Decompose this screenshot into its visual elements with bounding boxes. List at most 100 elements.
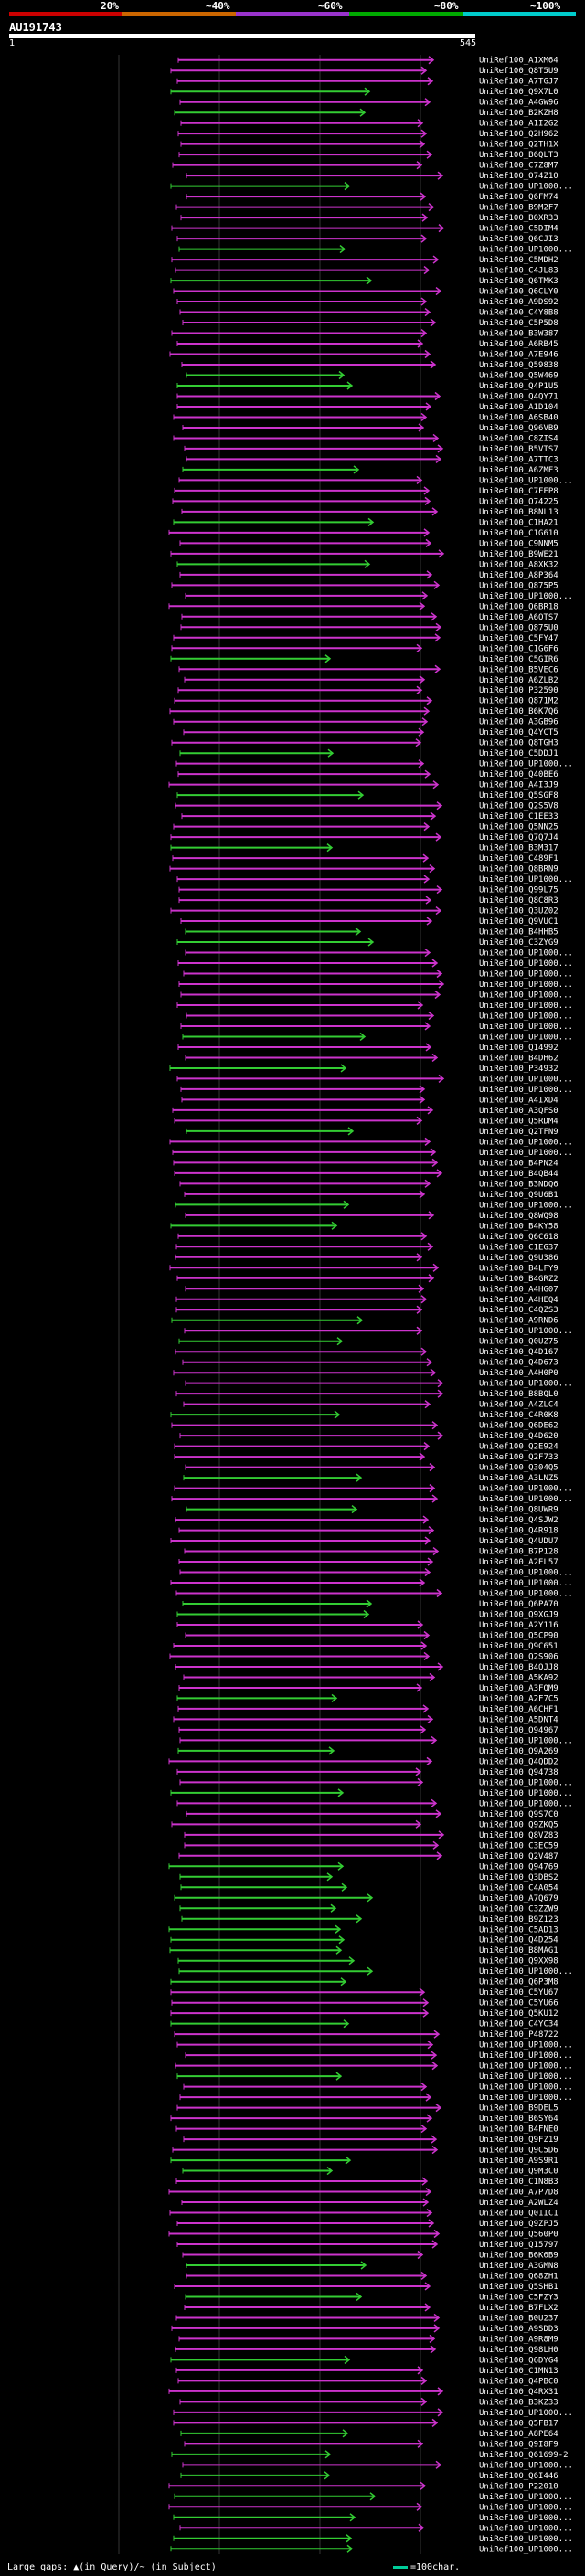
hit-label: UniRef100_B4HHB5 (479, 928, 558, 938)
hit-label: UniRef100_Q4RX31 (479, 2388, 558, 2397)
hit-arrow (420, 2125, 428, 2134)
hit-label: UniRef100_Q2V487 (479, 1852, 558, 1861)
hit-arrow (424, 2303, 431, 2312)
hit-arrow (330, 1903, 337, 1913)
hit-label: UniRef100_O74Z10 (479, 172, 558, 181)
hit-arrow (429, 1672, 436, 1682)
hit-label: UniRef100_UP1000... (479, 1380, 573, 1389)
hit-label: UniRef100_Q875P5 (479, 581, 558, 590)
hit-arrow (433, 580, 441, 589)
hit-row: UniRef100_A9R8M9 (178, 2334, 558, 2344)
hit-row: UniRef100_Q9S7C0 (186, 1809, 558, 1819)
hit-label: UniRef100_C1G6F6 (479, 644, 558, 653)
hit-label: UniRef100_Q6CLY0 (479, 288, 558, 297)
hit-arrow (366, 1599, 373, 1608)
hit-row: UniRef100_C5FY47 (173, 633, 558, 643)
hit-label: UniRef100_UP1000... (479, 2409, 573, 2418)
hit-label: UniRef100_UP1000... (479, 1799, 573, 1808)
hit-arrow (416, 1305, 423, 1314)
hit-row: UniRef100_UP1000... (174, 2492, 573, 2502)
hit-arrow (438, 224, 445, 233)
hit-label: UniRef100_B4LFY9 (479, 1264, 558, 1273)
hit-arrow (420, 1725, 427, 1734)
hit-row: UniRef100_Q5SHB1 (174, 2282, 558, 2292)
hit-label: UniRef100_UP1000... (479, 476, 573, 485)
hit-label: UniRef100_Q6TMK3 (479, 277, 558, 286)
hit-arrow (417, 2366, 424, 2375)
hit-arrow (331, 1221, 338, 1230)
hit-row: UniRef100_A4IXD4 (181, 1095, 558, 1105)
hit-row: UniRef100_A5KA92 (183, 1672, 558, 1682)
hit-label: UniRef100_UP1000... (479, 981, 573, 990)
hit-label: UniRef100_B6QLT3 (479, 151, 558, 160)
hit-label: UniRef100_UP1000... (479, 1086, 573, 1095)
hit-row: UniRef100_B6K6B9 (182, 2250, 558, 2260)
hit-label: UniRef100_B8BQL0 (479, 1390, 558, 1399)
hit-label: UniRef100_UP1000... (479, 1736, 573, 1745)
hit-row: UniRef100_UP1000... (179, 2093, 573, 2103)
hit-row: UniRef100_Q4RX31 (168, 2387, 558, 2397)
hit-arrow (415, 738, 422, 747)
hit-arrow (343, 1200, 350, 1209)
hit-row: UniRef100_UP1000... (176, 2072, 573, 2082)
hit-label: UniRef100_Q9C651 (479, 1642, 558, 1651)
hit-row: UniRef100_A9S9R1 (170, 2156, 558, 2166)
hit-row: UniRef100_C3ZYG9 (176, 938, 558, 948)
hit-row: UniRef100_P22010 (168, 2481, 558, 2491)
hit-label: UniRef100_UP1000... (479, 2072, 573, 2082)
hit-label: UniRef100_A4H0P0 (479, 1369, 558, 1378)
hit-row: UniRef100_Q4YCT5 (183, 727, 558, 737)
hit-arrow (435, 2460, 442, 2469)
hit-row: UniRef100_Q96VB9 (182, 423, 558, 433)
hit-arrow (433, 2030, 441, 2039)
hit-row: UniRef100_Q4QY71 (176, 391, 558, 401)
hit-label: UniRef100_C1MN13 (479, 2367, 558, 2376)
legend-seg-cyan (463, 12, 576, 16)
hit-arrow (416, 643, 423, 652)
hit-row: UniRef100_UP1000... (176, 1001, 573, 1011)
hit-row: UniRef100_Q9I8F9 (184, 2439, 558, 2449)
hit-label: UniRef100_B4DH62 (479, 1054, 558, 1063)
hit-arrow (426, 696, 433, 705)
hit-arrow (335, 1924, 342, 1934)
hit-row: UniRef100_C1G610 (168, 528, 558, 538)
hit-arrow (430, 811, 437, 821)
hit-label: UniRef100_B9WE21 (479, 550, 558, 559)
hit-arrow (331, 1693, 338, 1703)
hit-row: UniRef100_Q6DE62 (171, 1421, 558, 1431)
hit-label: UniRef100_B7P128 (479, 1548, 558, 1557)
hit-label: UniRef100_Q875U0 (479, 623, 558, 632)
hit-label: UniRef100_C4JL83 (479, 267, 558, 276)
hit-row: UniRef100_UP1000... (185, 1379, 573, 1389)
hit-arrow (432, 780, 440, 790)
hit-row: UniRef100_UP1000... (176, 875, 573, 885)
hit-arrow (421, 591, 429, 600)
hit-arrow (420, 1232, 428, 1241)
hit-row: UniRef100_Q59838 (181, 360, 558, 370)
hit-arrow (356, 2292, 363, 2302)
hit-arrow (359, 1032, 367, 1042)
hit-row: UniRef100_Q6I446 (180, 2471, 558, 2481)
hit-arrow (415, 1819, 422, 1829)
hit-row: UniRef100_Q94769 (168, 1861, 558, 1871)
hit-arrow (425, 402, 432, 411)
hit-arrow (420, 66, 428, 75)
hit-row: UniRef100_UP1000... (179, 1567, 573, 1578)
hit-row: UniRef100_UP1000... (186, 1011, 573, 1021)
legend-label-40: ~40% (206, 0, 230, 12)
hit-row: UniRef100_C4Y8B8 (179, 307, 558, 318)
hit-row: UniRef100_Q4P1U5 (176, 381, 558, 391)
hit-label: UniRef100_UP1000... (479, 592, 573, 601)
hit-row: UniRef100_UP1000... (178, 245, 573, 255)
hit-row: UniRef100_UP1000... (183, 969, 573, 980)
legend-label-100: ~100% (530, 0, 561, 12)
hit-label: UniRef100_Q68ZH1 (479, 2272, 558, 2281)
hit-label: UniRef100_UP1000... (479, 1075, 573, 1084)
hit-label: UniRef100_B3NDQ6 (479, 1180, 558, 1189)
hit-label: UniRef100_UP1000... (479, 1778, 573, 1787)
hit-label: UniRef100_Q3DBS2 (479, 1873, 558, 1882)
hit-label: UniRef100_C4Y8B8 (479, 309, 558, 318)
hit-arrow (324, 654, 332, 663)
hit-arrow (419, 601, 426, 610)
hit-label: UniRef100_A9DS92 (479, 298, 558, 307)
